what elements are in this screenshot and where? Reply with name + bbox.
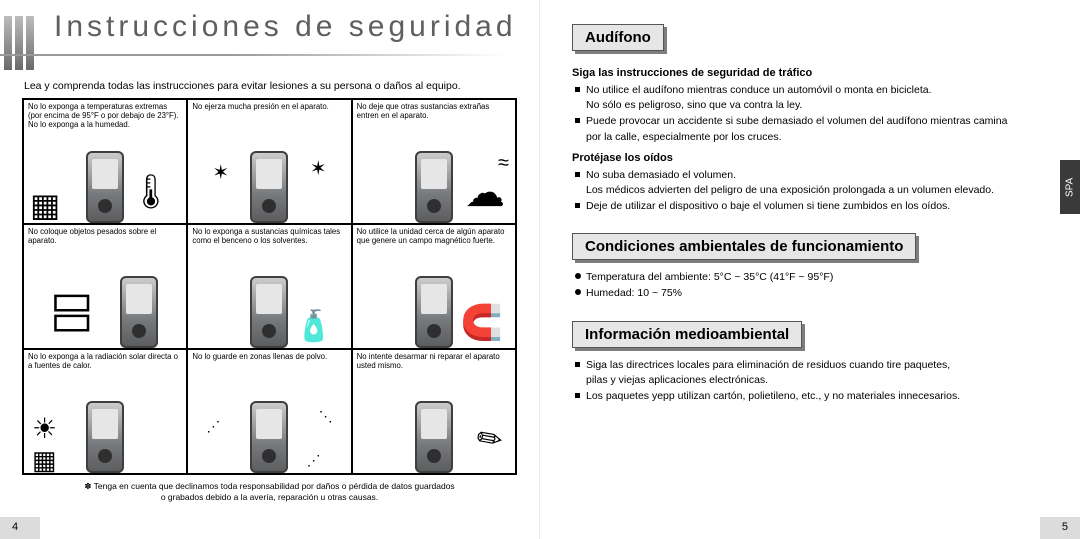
bullet-item: Puede provocar un accidente si sube dema…: [572, 114, 1030, 128]
device-icon: [415, 151, 453, 223]
splash-icon: ☁︎: [465, 173, 505, 213]
sun-icon: ☀︎: [32, 415, 57, 443]
warning-illustration: ☁︎ ≈: [353, 135, 515, 223]
bullet-item: No utilice el audífono mientras conduce …: [572, 83, 1030, 97]
device-icon: [250, 151, 288, 223]
footnote-line: o grabados debido a la avería, reparació…: [22, 492, 517, 502]
warning-caption: No utilice la unidad cerca de algún apar…: [357, 228, 511, 252]
device-icon: [250, 401, 288, 473]
title-decor: [4, 16, 34, 70]
page-corner: [0, 517, 40, 539]
device-icon: [250, 276, 288, 348]
heater-icon: ▦: [30, 189, 60, 221]
warning-cell: No lo exponga a temperaturas extremas (p…: [23, 99, 187, 224]
bullet-continuation: Los médicos advierten del peligro de una…: [586, 183, 1030, 197]
screwdriver-icon: ✎: [472, 421, 510, 460]
warning-cell: No deje que otras sustancias extrañas en…: [352, 99, 516, 224]
page-number: 5: [1062, 521, 1068, 533]
warning-illustration: 🧲: [353, 260, 515, 348]
warning-cell: No intente desarmar ni reparar el aparat…: [352, 349, 516, 474]
bullet-continuation: pilas y viejas aplicaciones electrónicas…: [586, 373, 1030, 387]
warning-caption: No deje que otras sustancias extrañas en…: [357, 103, 511, 127]
device-icon: [415, 276, 453, 348]
warning-cell: No coloque objetos pesados sobre el apar…: [23, 224, 187, 349]
books-icon: ▭: [50, 276, 93, 322]
bullet-item: Los paquetes yepp utilizan cartón, polie…: [572, 389, 1030, 403]
bullet-continuation: No sólo es peligroso, sino que va contra…: [586, 98, 1030, 112]
splash-icon: ≈: [498, 153, 509, 173]
section-header-enviro: Información medioambiental: [572, 321, 802, 348]
warning-cell: No lo guarde en zonas llenas de polvo. ⋰…: [187, 349, 351, 474]
section-header-ambient: Condiciones ambientales de funcionamient…: [572, 233, 916, 260]
intro-text: Lea y comprenda todas las instrucciones …: [24, 80, 517, 92]
device-icon: [86, 151, 124, 223]
title-block: Instrucciones de seguridad: [22, 10, 517, 72]
device-icon: [120, 276, 158, 348]
page-number: 4: [12, 521, 18, 533]
warning-grid: No lo exponga a temperaturas extremas (p…: [22, 98, 517, 475]
subhead-traffic: Siga las instrucciones de seguridad de t…: [572, 67, 1030, 79]
warning-caption: No coloque objetos pesados sobre el apar…: [28, 228, 182, 252]
warning-caption: No lo exponga a la radiación solar direc…: [28, 353, 182, 377]
manual-page-left: Instrucciones de seguridad Lea y compren…: [0, 0, 540, 539]
warning-cell: No lo exponga a la radiación solar direc…: [23, 349, 187, 474]
footnote: ✽ Tenga en cuenta que declinamos toda re…: [22, 481, 517, 502]
footnote-line: ✽ Tenga en cuenta que declinamos toda re…: [22, 481, 517, 492]
warning-illustration: ☀︎ ▦: [24, 385, 186, 473]
language-tab: SPA: [1060, 160, 1080, 214]
bullet-item: Temperatura del ambiente: 5°C ~ 35°C (41…: [572, 270, 1030, 284]
device-icon: [415, 401, 453, 473]
bullet-item: No suba demasiado el volumen.: [572, 168, 1030, 182]
device-icon: [86, 401, 124, 473]
warning-caption: No intente desarmar ni reparar el aparat…: [357, 353, 511, 377]
dust-icon: ⋰: [307, 453, 321, 467]
warning-caption: No lo exponga a temperaturas extremas (p…: [28, 103, 182, 130]
bullet-item: Deje de utilizar el dispositivo o baje e…: [572, 199, 1030, 213]
warning-illustration: ▭ ▭: [24, 260, 186, 348]
heater-icon: ▦: [32, 447, 57, 473]
warning-cell: No lo exponga a sustancias químicas tale…: [187, 224, 351, 349]
warning-illustration: 🧴: [188, 260, 350, 348]
page-corner: [1040, 517, 1080, 539]
warning-illustration: ✶ ✶: [188, 135, 350, 223]
manual-page-right: SPA Audífono Siga las instrucciones de s…: [540, 0, 1080, 539]
bullet-item: Humedad: 10 ~ 75%: [572, 286, 1030, 300]
page-title: Instrucciones de seguridad: [54, 10, 517, 44]
bullet-item: Siga las directrices locales para elimin…: [572, 358, 1030, 372]
warning-caption: No lo guarde en zonas llenas de polvo.: [192, 353, 346, 377]
impact-icon: ✶: [212, 163, 229, 183]
warning-illustration: ✎: [353, 385, 515, 473]
warning-cell: No utilice la unidad cerca de algún apar…: [352, 224, 516, 349]
warning-caption: No lo exponga a sustancias químicas tale…: [192, 228, 346, 252]
impact-icon: ✶: [310, 159, 327, 179]
right-content: Audífono Siga las instrucciones de segur…: [562, 10, 1058, 403]
section-header-earphone: Audífono: [572, 24, 664, 51]
warning-illustration: ⋰ ⋱ ⋰: [188, 385, 350, 473]
warning-cell: No ejerza mucha presión en el aparato. ✶…: [187, 99, 351, 224]
dust-icon: ⋰: [206, 419, 220, 433]
bullet-continuation: por la calle, especialmente por los cruc…: [586, 130, 1030, 144]
warning-caption: No ejerza mucha presión en el aparato.: [192, 103, 346, 127]
chemical-icon: 🧴: [295, 312, 332, 342]
magnet-icon: 🧲: [461, 306, 503, 340]
warning-illustration: ▦ 🌡: [24, 135, 186, 223]
thermometer-icon: 🌡: [129, 175, 172, 209]
subhead-ears: Protéjase los oídos: [572, 152, 1030, 164]
dust-icon: ⋱: [319, 409, 333, 423]
